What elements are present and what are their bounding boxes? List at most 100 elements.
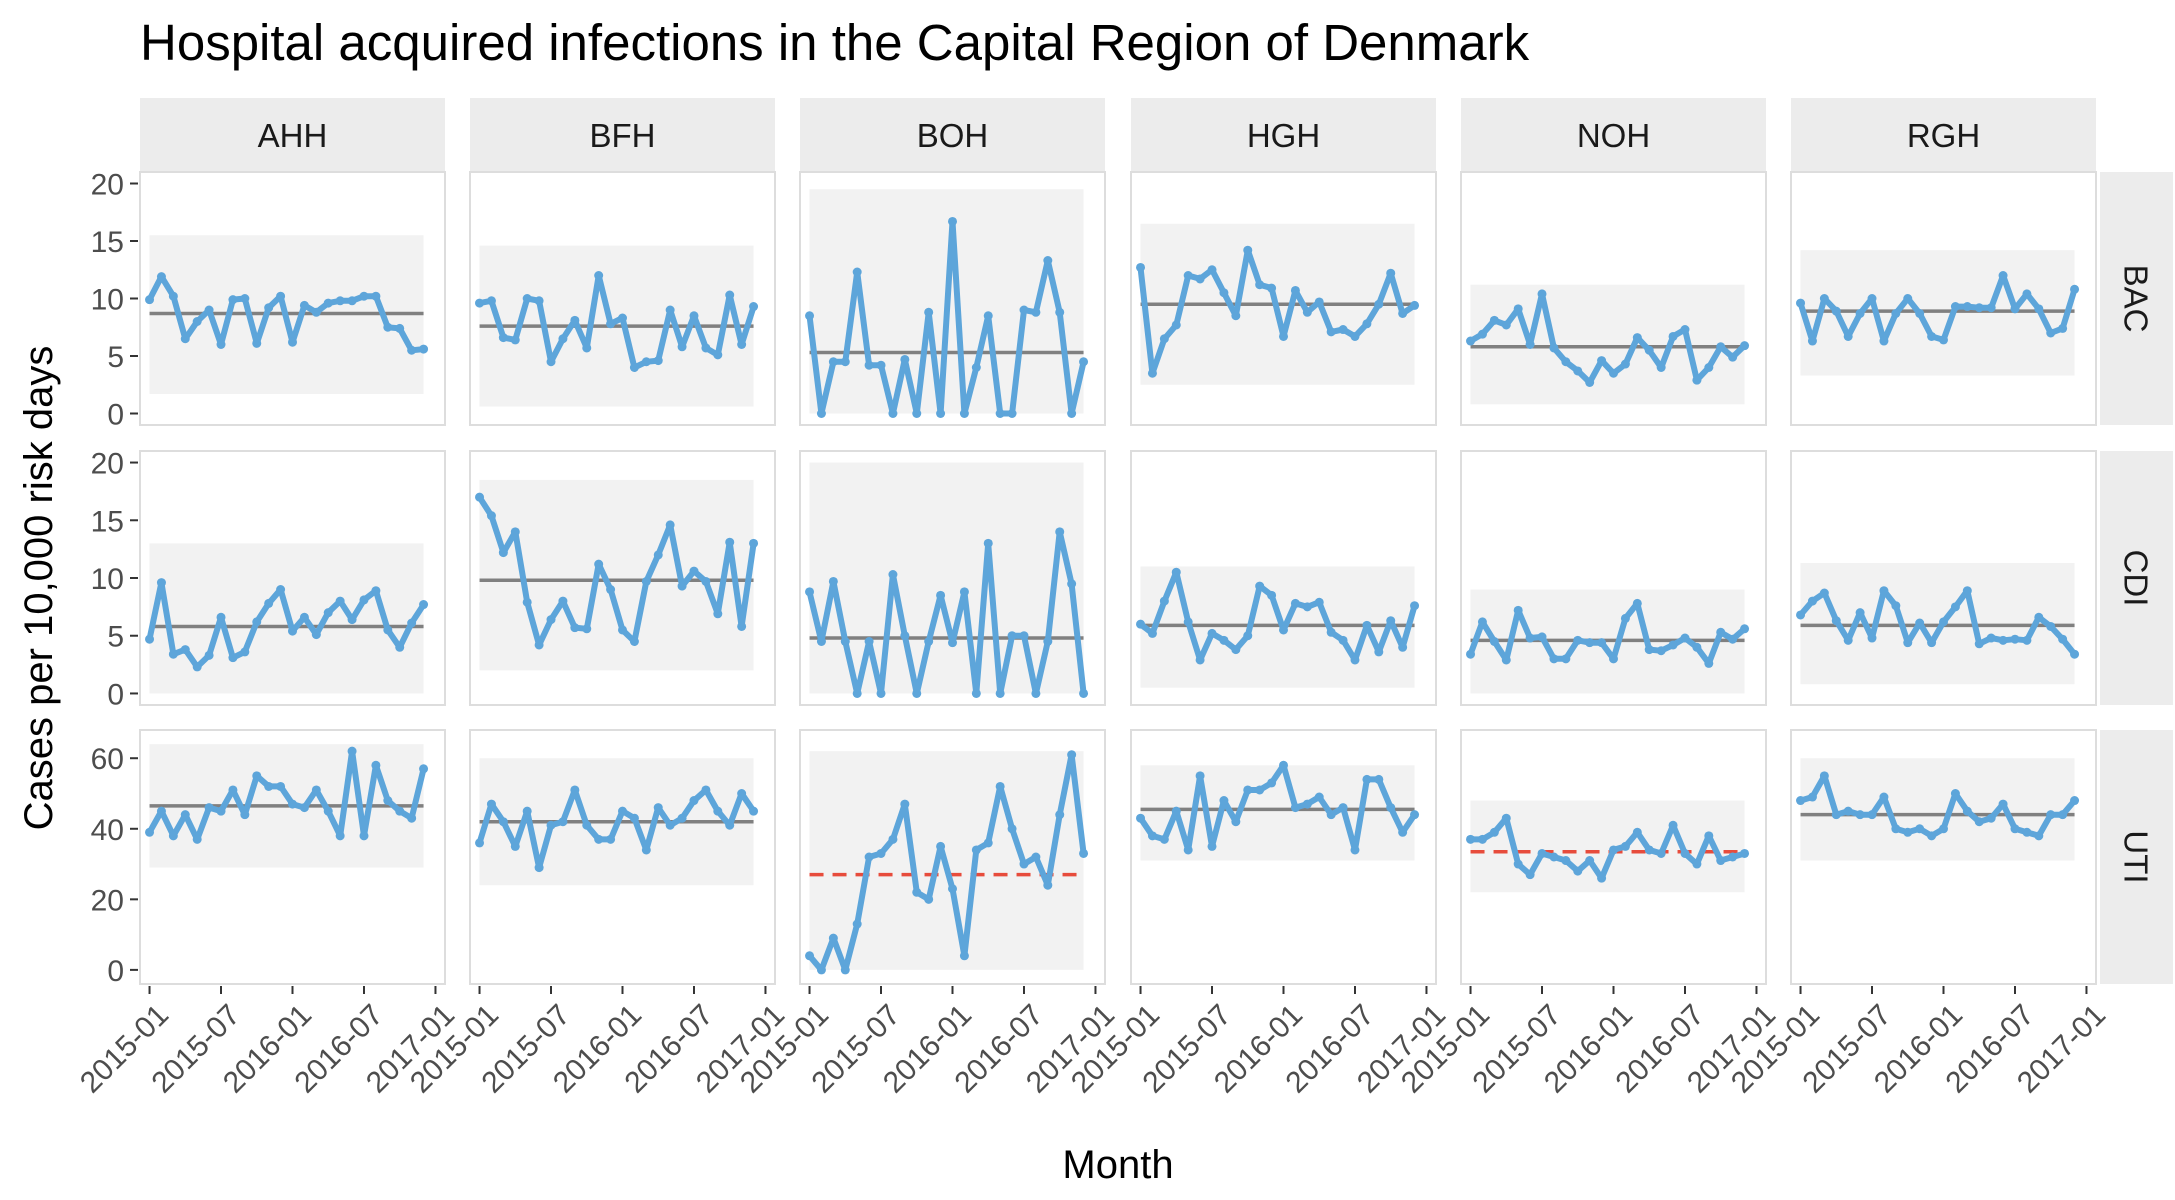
data-point — [1807, 596, 1817, 606]
data-point — [618, 625, 627, 635]
strip-bfh — [470, 98, 775, 171]
data-point — [1903, 294, 1913, 303]
strip-rgh — [1791, 98, 2096, 171]
panel-noh-bac — [1460, 171, 1767, 426]
column-strips: AHH BFH BOH HGH NOH RGH — [140, 98, 2096, 171]
data-point — [1573, 635, 1583, 645]
data-point — [1195, 771, 1205, 781]
panel-ahh-bac — [139, 171, 446, 426]
data-point — [629, 813, 639, 823]
panel-border — [139, 171, 446, 426]
data-point — [1855, 308, 1865, 318]
y-tick-label: 10 — [91, 563, 124, 596]
data-point — [2070, 284, 2080, 294]
data-point — [1716, 627, 1726, 637]
data-point — [1255, 280, 1265, 290]
data-point — [1183, 845, 1193, 855]
data-point — [912, 409, 922, 418]
data-point — [2058, 810, 2068, 820]
panel-boh-cdi — [799, 450, 1106, 706]
data-point — [1207, 628, 1217, 638]
series-line — [806, 218, 1087, 417]
data-point — [582, 343, 592, 353]
data-point — [1410, 810, 1420, 820]
data-point — [995, 409, 1005, 418]
strip-label-cdi: CDI — [2118, 550, 2155, 607]
data-point — [347, 296, 357, 306]
data-point — [1466, 336, 1476, 346]
data-point — [192, 834, 202, 844]
y-tick-label: 0 — [107, 678, 124, 711]
data-point — [936, 590, 946, 600]
data-point — [299, 803, 309, 813]
data-point — [1338, 635, 1348, 645]
x-axis-title: Month — [1062, 1143, 1173, 1187]
data-point — [145, 827, 155, 837]
data-point — [252, 771, 262, 781]
data-point — [805, 587, 815, 597]
data-point — [689, 566, 699, 576]
data-point — [1656, 848, 1666, 858]
data-point — [924, 307, 934, 317]
data-point — [1879, 336, 1889, 346]
data-point — [1620, 841, 1630, 851]
data-point — [1855, 608, 1865, 618]
data-point — [864, 360, 874, 370]
data-point — [216, 340, 226, 349]
data-point — [1867, 294, 1877, 303]
strip-label-noh: NOH — [1577, 117, 1650, 154]
data-point — [558, 596, 568, 606]
data-point — [335, 831, 345, 841]
data-point — [1079, 848, 1089, 858]
data-point — [1386, 268, 1396, 278]
data-point — [1867, 810, 1877, 820]
data-point — [252, 338, 262, 348]
data-point — [1656, 363, 1666, 372]
data-point — [180, 334, 190, 344]
data-point — [1620, 613, 1630, 623]
data-point — [924, 637, 934, 646]
data-point — [276, 781, 286, 791]
data-point — [510, 335, 520, 345]
data-point — [1807, 336, 1817, 346]
data-point — [371, 291, 381, 301]
data-point — [1668, 331, 1678, 341]
data-point — [383, 796, 393, 806]
data-point — [1537, 289, 1547, 299]
data-point — [725, 820, 735, 830]
data-point — [1620, 359, 1630, 369]
data-point — [1986, 813, 1996, 823]
chart-title: Hospital acquired infections in the Capi… — [140, 14, 1530, 71]
data-point — [1279, 625, 1288, 635]
data-point — [145, 295, 155, 305]
data-point — [606, 834, 616, 844]
data-point — [311, 307, 321, 317]
data-point — [1525, 633, 1535, 643]
panel-ahh-cdi — [139, 450, 446, 706]
data-point — [1939, 617, 1948, 627]
data-point — [1255, 581, 1265, 591]
data-point — [1915, 308, 1925, 318]
data-point — [1680, 325, 1690, 335]
data-point — [948, 884, 957, 894]
data-point — [1843, 331, 1853, 341]
data-point — [1290, 598, 1300, 608]
panel-noh-cdi — [1460, 450, 1767, 706]
data-point — [1597, 638, 1607, 648]
data-point — [546, 357, 556, 367]
data-point — [1915, 824, 1925, 834]
data-point — [522, 294, 532, 303]
panel-border — [1460, 171, 1767, 426]
data-point — [498, 817, 508, 827]
panel-border — [1460, 450, 1767, 706]
data-point — [1489, 827, 1499, 837]
data-point — [156, 806, 166, 816]
series-line — [1138, 569, 1418, 663]
data-point — [1927, 331, 1937, 341]
data-point — [1279, 331, 1288, 341]
data-point — [1055, 307, 1065, 317]
data-point — [1632, 333, 1642, 343]
data-point — [1561, 856, 1571, 866]
data-point — [2034, 831, 2044, 841]
data-point — [900, 354, 910, 364]
